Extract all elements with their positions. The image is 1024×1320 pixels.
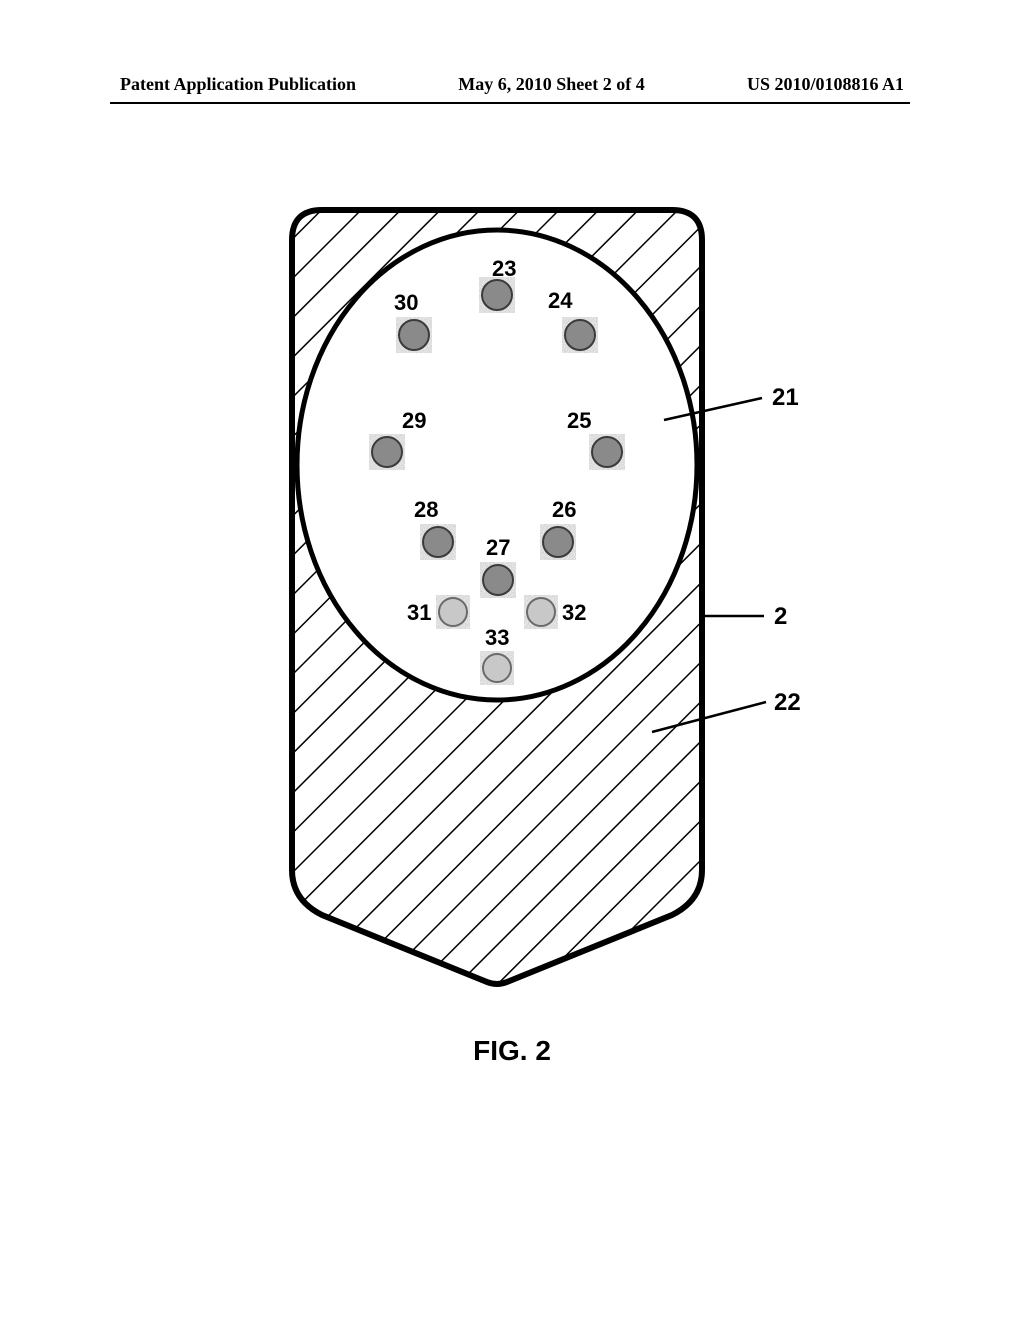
header-rule <box>110 102 910 104</box>
svg-text:31: 31 <box>407 600 431 625</box>
svg-text:27: 27 <box>486 535 510 560</box>
svg-text:23: 23 <box>492 256 516 281</box>
svg-text:33: 33 <box>485 625 509 650</box>
header-left: Patent Application Publication <box>120 74 356 95</box>
figure-area: 233024292528262731323321222 <box>0 180 1024 1180</box>
page-header: Patent Application Publication May 6, 20… <box>0 74 1024 95</box>
figure-caption: FIG. 2 <box>0 1035 1024 1067</box>
svg-text:30: 30 <box>394 290 418 315</box>
svg-text:29: 29 <box>402 408 426 433</box>
svg-text:32: 32 <box>562 600 586 625</box>
header-center: May 6, 2010 Sheet 2 of 4 <box>458 74 644 95</box>
svg-text:2: 2 <box>774 603 787 630</box>
svg-text:21: 21 <box>772 384 799 411</box>
svg-text:25: 25 <box>567 408 591 433</box>
svg-text:22: 22 <box>774 689 801 716</box>
svg-text:26: 26 <box>552 497 576 522</box>
svg-text:24: 24 <box>548 288 573 313</box>
svg-text:28: 28 <box>414 497 438 522</box>
header-right: US 2010/0108816 A1 <box>747 74 904 95</box>
patent-figure-svg: 233024292528262731323321222 <box>192 180 832 1000</box>
